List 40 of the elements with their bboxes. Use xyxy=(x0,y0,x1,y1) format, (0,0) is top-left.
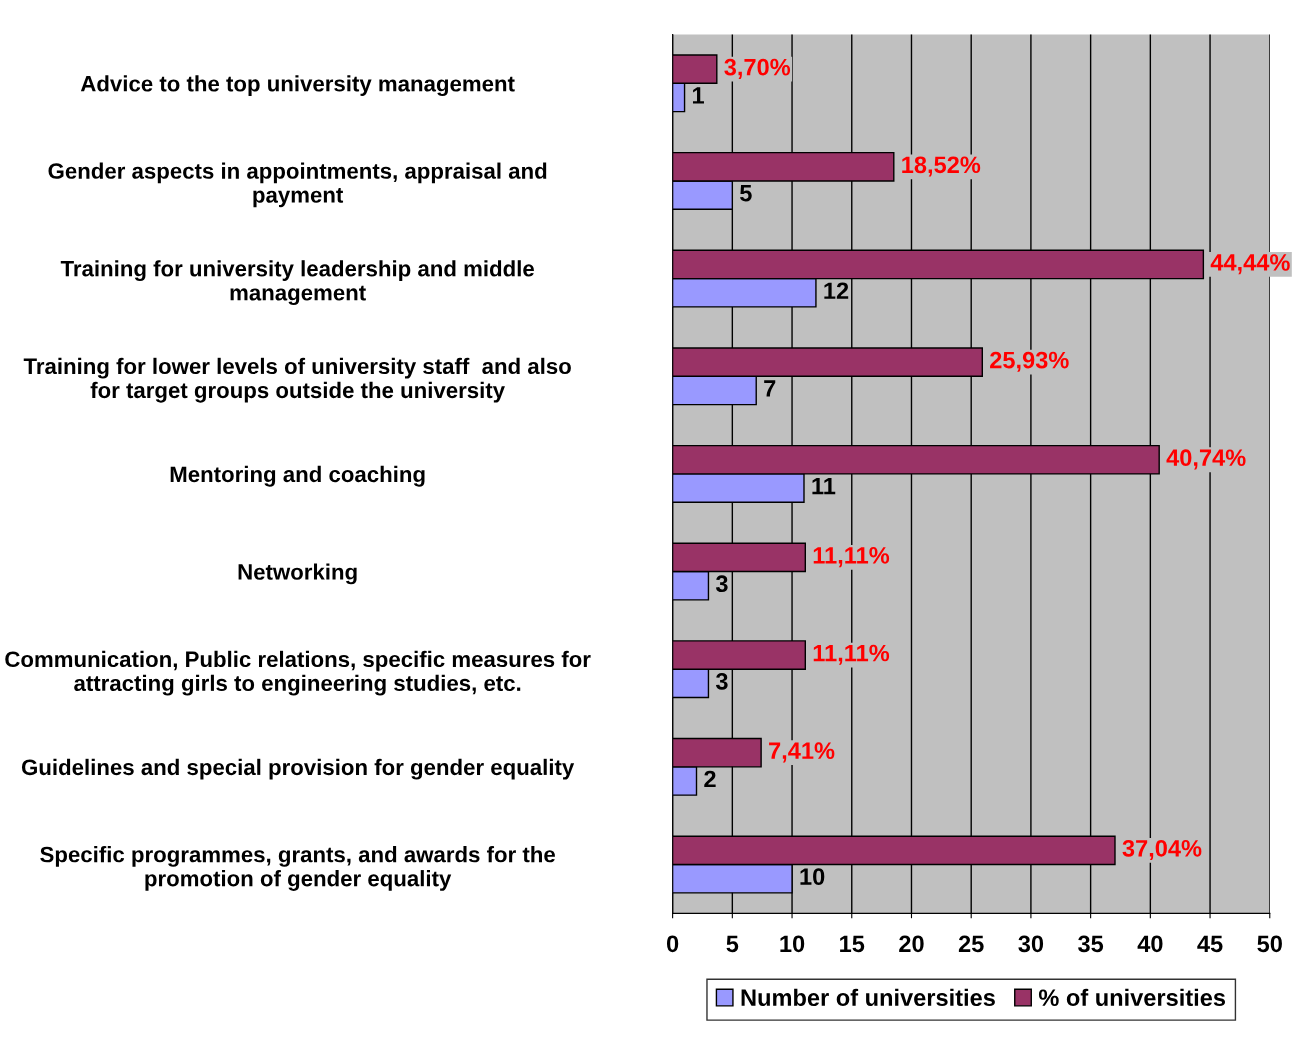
x-tick-label: 45 xyxy=(1197,935,1223,953)
data-label: 25,93% xyxy=(990,351,1069,372)
data-label: 10 xyxy=(800,868,825,885)
y-tick-label: Networking xyxy=(238,563,357,585)
y-tick-label: Training for lower levels of university staff and also for target groups outside the university xyxy=(23,357,571,403)
x-tick-label: 50 xyxy=(1257,935,1282,953)
x-tick-label: 40 xyxy=(1137,935,1163,953)
y-tick-label: Communication, Public relations, specific measures for attracting girls to engineering studies, etc. xyxy=(5,650,591,696)
x-tick-label: 35 xyxy=(1078,935,1104,953)
y-tick-label: Training for university leadership and middle management xyxy=(60,260,534,306)
data-label: 40,74% xyxy=(1166,449,1246,470)
x-tick-label: 10 xyxy=(780,935,805,953)
legend-label: % of universities xyxy=(1038,988,1226,1007)
data-label: 11 xyxy=(812,477,836,495)
legend-label: Number of universities xyxy=(741,988,995,1007)
x-tick-label: 0 xyxy=(666,935,679,953)
data-label: 37,04% xyxy=(1122,839,1202,861)
data-label: 7 xyxy=(764,380,776,397)
data-label: 12 xyxy=(824,282,849,299)
data-label: 1 xyxy=(692,87,704,104)
data-label: 3,70% xyxy=(724,58,791,79)
data-label: 5 xyxy=(740,184,752,202)
x-tick-label: 30 xyxy=(1018,935,1044,953)
data-label: 2 xyxy=(704,770,716,788)
x-tick-label: 25 xyxy=(958,935,984,953)
x-tick-label: 15 xyxy=(840,935,865,953)
data-label: 11,11% xyxy=(813,644,890,665)
y-tick-label: Mentoring and coaching xyxy=(170,465,425,487)
data-label: 44,44% xyxy=(1210,254,1290,275)
data-label: 11,11% xyxy=(813,547,890,568)
data-label: 18,52% xyxy=(902,156,981,177)
x-tick-label: 5 xyxy=(726,935,739,953)
data-label: 3 xyxy=(715,672,728,690)
y-tick-label: Specific programmes, grants, and awards for the promotion of gender equality xyxy=(40,846,555,891)
data-label: 3 xyxy=(715,575,728,593)
x-tick-label: 20 xyxy=(899,935,924,953)
y-tick-label: Gender aspects in appointments, appraisal and payment xyxy=(48,162,547,208)
y-tick-label: Guidelines and special provision for gender equality xyxy=(21,758,575,780)
y-tick-label: Advice to the top university management xyxy=(80,75,515,97)
data-label: 7,41% xyxy=(769,742,835,763)
